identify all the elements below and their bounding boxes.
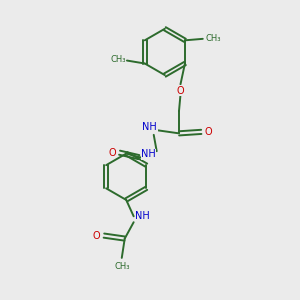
Text: O: O: [108, 148, 116, 158]
Text: O: O: [205, 127, 212, 137]
Text: NH: NH: [135, 211, 150, 221]
Text: CH₃: CH₃: [110, 56, 126, 64]
Text: O: O: [177, 86, 184, 96]
Text: NH: NH: [141, 149, 156, 159]
Text: O: O: [93, 231, 100, 241]
Text: CH₃: CH₃: [206, 34, 221, 43]
Text: CH₃: CH₃: [114, 262, 130, 271]
Text: NH: NH: [142, 122, 157, 132]
